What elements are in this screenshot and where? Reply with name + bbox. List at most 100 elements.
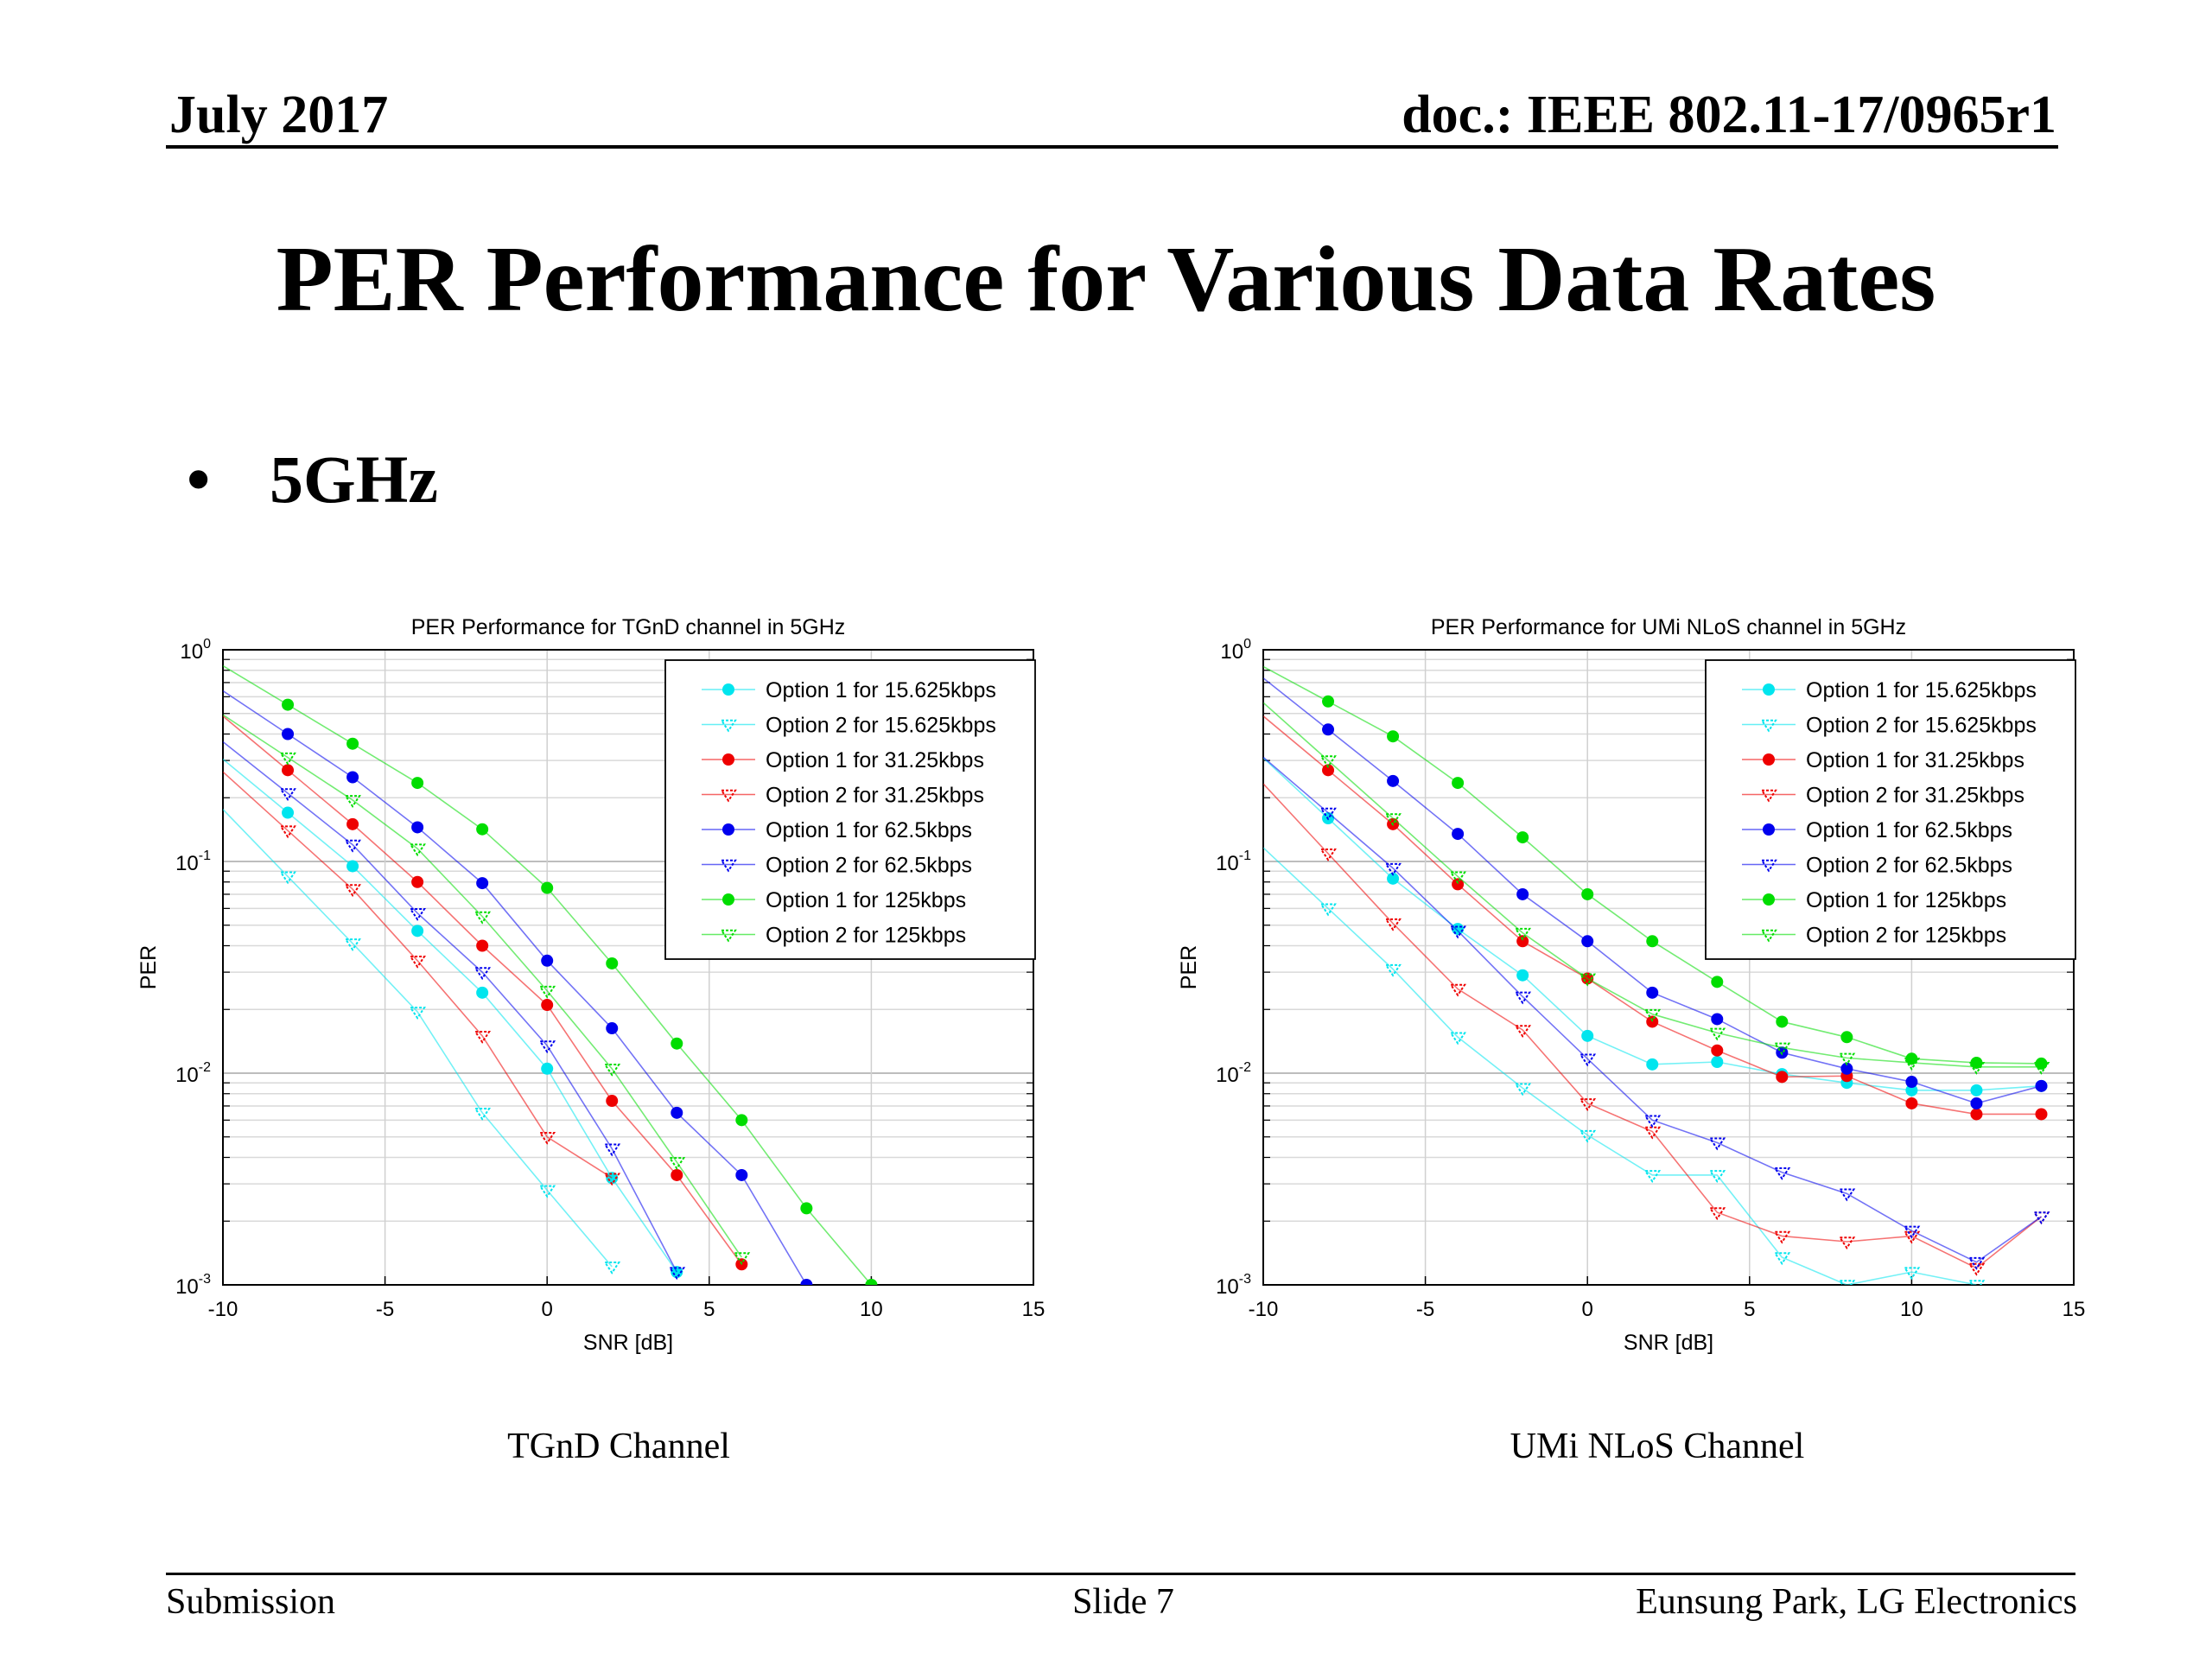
series-line [223, 690, 808, 1285]
data-point [603, 1173, 621, 1186]
data-point [346, 860, 359, 873]
y-tick-exponent: 0 [203, 637, 211, 652]
y-axis-label: PER [1177, 945, 1201, 989]
data-point [1643, 1170, 1662, 1183]
data-point [1322, 764, 1335, 777]
data-point [1319, 849, 1337, 861]
data-point [2035, 1079, 2048, 1092]
data-point [606, 1022, 619, 1035]
caption-tgnd: TGnD Channel [507, 1427, 730, 1466]
legend-label: Option 1 for 15.625kbps [766, 678, 996, 702]
legend-marker [1763, 753, 1775, 766]
data-point [1452, 777, 1465, 790]
data-point [474, 1031, 492, 1044]
data-point [476, 877, 489, 890]
y-tick-label: 100 [1220, 637, 1251, 664]
data-point [1646, 986, 1659, 999]
data-point [668, 1157, 686, 1170]
data-point [344, 839, 361, 853]
data-point [733, 1252, 751, 1266]
bullet-item: • 5GHz [187, 441, 438, 518]
data-point [1840, 1062, 1853, 1075]
legend-box [664, 659, 1036, 960]
data-point [409, 843, 426, 857]
data-point [346, 737, 359, 750]
data-point [1452, 878, 1465, 891]
data-point [865, 1279, 878, 1285]
data-point [476, 823, 489, 836]
y-tick-exponent: -3 [199, 1272, 211, 1287]
x-tick-label: -10 [1249, 1298, 1279, 1321]
y-tick-label: 10-2 [175, 1060, 211, 1087]
x-tick-label: -5 [1416, 1298, 1434, 1321]
data-layer [223, 664, 878, 1285]
data-point [800, 1279, 813, 1285]
series-line [1263, 756, 2042, 1263]
legend-item: Option 1 for 31.25kbps [702, 748, 984, 772]
data-point [603, 1143, 621, 1157]
series-7 [223, 664, 878, 1285]
data-point [1838, 1052, 1856, 1066]
data-point [1970, 1084, 1983, 1096]
data-point [1708, 1137, 1726, 1151]
data-point [474, 911, 492, 925]
data-point [1967, 1256, 1986, 1270]
caption-umi: UMi NLoS Channel [1510, 1427, 1805, 1466]
legend-label: Option 2 for 15.625kbps [766, 714, 996, 738]
chart-title: PER Performance for UMi NLoS channel in … [1431, 615, 1906, 639]
legend-marker [1760, 929, 1777, 943]
data-point [346, 771, 359, 784]
legend-marker [720, 719, 737, 733]
data-point [1384, 813, 1402, 826]
y-tick-exponent: -2 [199, 1060, 211, 1075]
legend-label: Option 1 for 62.5kbps [1806, 818, 2012, 842]
data-point [606, 1095, 619, 1108]
data-point [1905, 1076, 1918, 1089]
data-point [282, 806, 295, 819]
data-point [1449, 871, 1466, 885]
data-point [282, 728, 295, 741]
series-line [1263, 847, 1977, 1285]
y-tick-exponent: 0 [1243, 637, 1251, 652]
data-point [411, 821, 424, 834]
y-tick-label: 10-3 [175, 1272, 211, 1299]
series-5 [223, 690, 813, 1285]
legend-item: Option 2 for 15.625kbps [1742, 714, 2037, 738]
data-point [1967, 1262, 1986, 1276]
data-point [279, 871, 296, 885]
data-point [411, 925, 424, 938]
y-tick-exponent: -3 [1239, 1272, 1251, 1287]
x-tick-label: 5 [703, 1298, 715, 1321]
legend-label: Option 2 for 125kbps [766, 924, 966, 948]
header-divider [166, 145, 2058, 149]
data-point [1384, 918, 1402, 931]
legend-item: Option 2 for 15.625kbps [702, 714, 996, 738]
data-point [1322, 695, 1335, 708]
data-point [279, 825, 296, 839]
legend-label: Option 2 for 62.5kbps [766, 854, 972, 878]
legend-label: Option 1 for 31.25kbps [1806, 748, 2024, 772]
legend-marker [1760, 719, 1777, 733]
data-point [1452, 828, 1465, 841]
data-point [1449, 925, 1466, 939]
data-point [1711, 976, 1724, 988]
data-point [476, 986, 489, 999]
series-8 [223, 714, 751, 1266]
data-point [346, 817, 359, 830]
x-tick-label: 0 [542, 1298, 553, 1321]
legend-marker [1763, 823, 1775, 836]
series-line [223, 714, 742, 1258]
data-point [1581, 935, 1594, 948]
legend-item: Option 2 for 125kbps [702, 924, 966, 948]
plot-frame [222, 649, 1034, 1286]
footer-divider [166, 1573, 2075, 1575]
data-point [344, 795, 361, 808]
x-tick-label: 5 [1744, 1298, 1755, 1321]
data-point [1773, 1042, 1791, 1056]
series-line [223, 809, 613, 1268]
data-point [800, 1202, 813, 1215]
data-point [1449, 1032, 1466, 1046]
legend-label: Option 1 for 15.625kbps [1806, 678, 2037, 702]
data-point [1514, 927, 1532, 941]
